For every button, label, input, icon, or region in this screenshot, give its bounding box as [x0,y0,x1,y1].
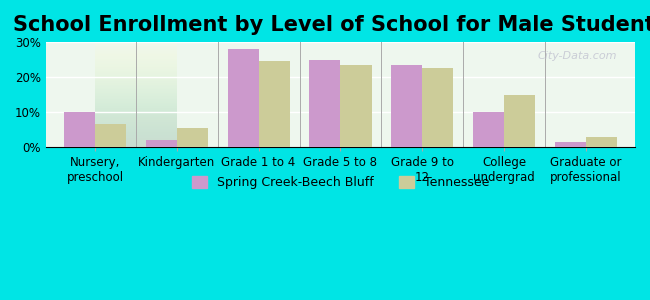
Bar [227,49,259,147]
Legend: Spring Creek-Beech Bluff, Tennessee: Spring Creek-Beech Bluff, Tennessee [186,169,495,196]
Title: School Enrollment by Level of School for Male Students: School Enrollment by Level of School for… [13,15,650,35]
Bar [259,61,290,147]
Bar [473,112,504,147]
Bar [586,136,617,147]
Bar [177,128,208,147]
Bar [504,94,535,147]
Bar [146,140,177,147]
Text: City-Data.com: City-Data.com [538,50,618,61]
Bar [555,142,586,147]
Bar [341,65,372,147]
Bar [95,124,126,147]
Bar [391,65,423,147]
Bar [64,112,95,147]
Bar [422,68,453,147]
Bar [309,60,341,147]
